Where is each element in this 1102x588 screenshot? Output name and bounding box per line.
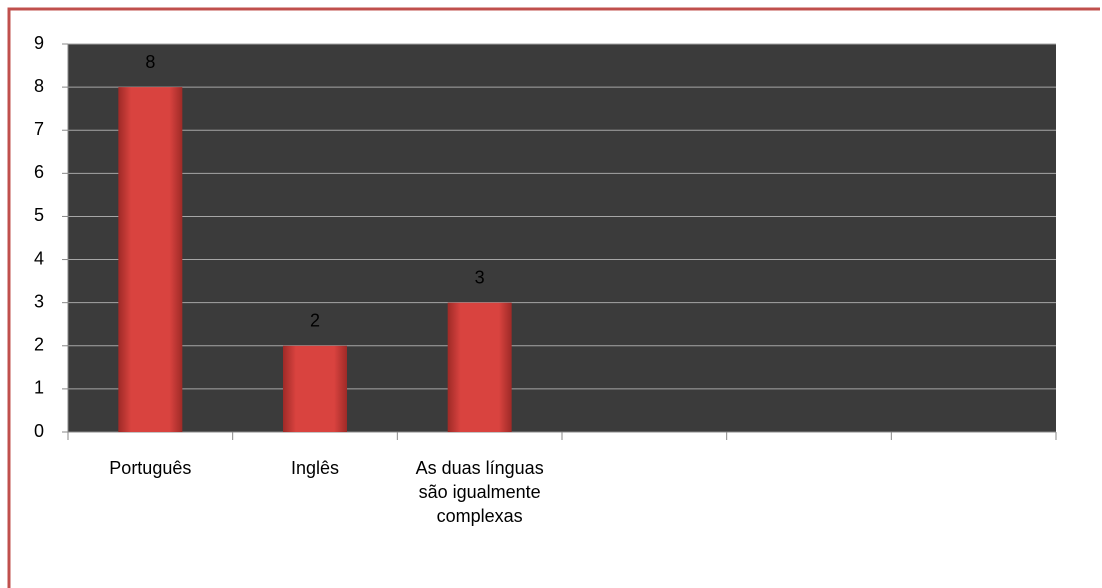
y-tick-label: 5 [34,205,44,225]
y-tick-label: 0 [34,421,44,441]
y-tick-label: 2 [34,335,44,355]
data-label: 2 [310,311,320,331]
y-tick-label: 8 [34,76,44,96]
y-tick-label: 7 [34,119,44,139]
y-tick-label: 1 [34,378,44,398]
plot-area [68,44,1056,432]
bar [447,302,512,432]
data-label: 3 [475,267,485,287]
frame [7,7,1100,588]
y-tick-label: 6 [34,162,44,182]
bar [283,345,347,432]
y-tick-label: 3 [34,291,44,311]
data-label: 8 [145,52,155,72]
y-tick-label: 4 [34,248,44,268]
x-tick-label: Português [109,458,192,478]
bar [118,87,183,432]
y-tick-label: 9 [34,33,44,53]
x-tick-label: Inglês [290,458,340,478]
x-tick-label: As duas línguas são igualmente complexas [415,458,544,526]
